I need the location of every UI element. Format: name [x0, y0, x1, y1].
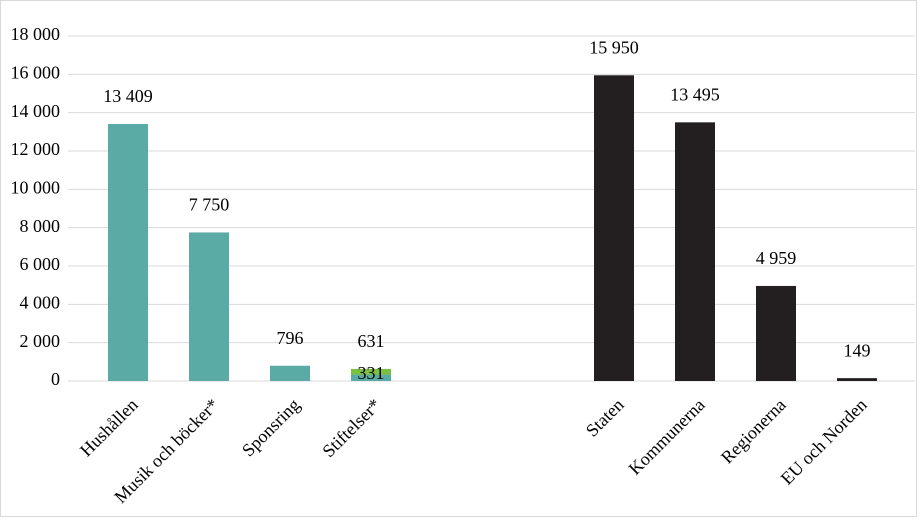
bar — [108, 123, 148, 381]
value-label: 631 — [358, 331, 385, 351]
value-label: 13 495 — [670, 84, 720, 104]
y-tick-label: 16 000 — [11, 62, 61, 82]
bar — [189, 232, 229, 381]
bar — [756, 285, 796, 381]
value-label: 7 750 — [189, 195, 230, 215]
value-label: 149 — [844, 340, 871, 360]
y-tick-label: 6 000 — [20, 254, 61, 274]
bar — [351, 374, 391, 381]
value-label: 13 409 — [103, 86, 153, 106]
y-tick-label: 0 — [51, 369, 60, 389]
value-label: 15 950 — [589, 37, 639, 57]
y-tick-label: 8 000 — [20, 216, 61, 236]
chart-frame — [0, 0, 917, 517]
bar — [594, 75, 634, 382]
y-tick-label: 12 000 — [11, 139, 61, 159]
bar — [837, 378, 877, 381]
value-label: 331 — [358, 363, 385, 383]
y-tick-label: 4 000 — [20, 292, 61, 312]
y-tick-label: 10 000 — [11, 177, 61, 197]
value-label: 796 — [277, 328, 304, 348]
y-tick-label: 2 000 — [20, 331, 61, 351]
bar — [675, 122, 715, 382]
value-label: 4 959 — [756, 248, 797, 268]
y-tick-label: 18 000 — [11, 24, 61, 44]
y-tick-label: 14 000 — [11, 101, 61, 121]
bar — [270, 365, 310, 381]
